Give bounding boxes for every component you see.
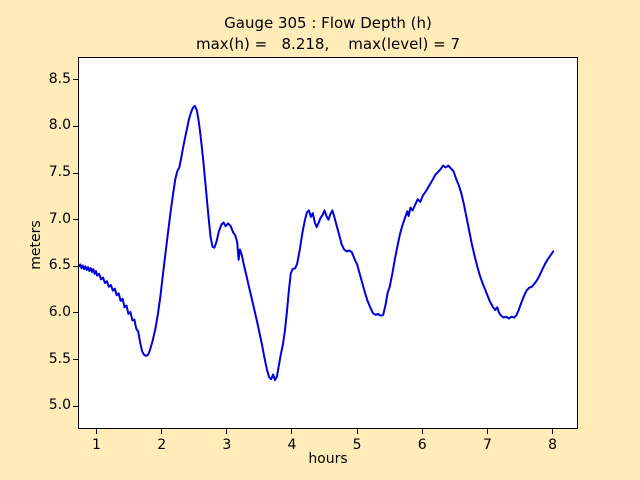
y-tick-label: 6.5 (48, 257, 71, 274)
x-tick-mark (226, 429, 228, 434)
y-tick-label: 6.0 (48, 303, 71, 320)
y-tick-mark (73, 79, 78, 81)
y-tick-mark (73, 125, 78, 127)
x-axis-label: hours (308, 451, 348, 467)
x-tick-mark (486, 429, 488, 434)
x-tick-label: 8 (548, 437, 558, 453)
y-tick-label: 7.5 (48, 164, 71, 181)
x-tick-label: 6 (417, 437, 427, 453)
x-tick-mark (552, 429, 554, 434)
x-tick-label: 5 (352, 437, 362, 453)
y-tick-label: 5.5 (48, 350, 71, 367)
x-tick-label: 4 (287, 437, 297, 453)
y-tick-mark (73, 359, 78, 361)
chart-title-block: Gauge 305 : Flow Depth (h) max(h) = 8.21… (78, 14, 578, 53)
flow-depth-line-chart (79, 104, 555, 382)
x-tick-label: 3 (222, 437, 232, 453)
y-tick-label: 7.0 (48, 210, 71, 227)
y-tick-label: 8.5 (48, 70, 71, 87)
y-tick-mark (73, 312, 78, 314)
y-axis-label: meters (28, 220, 44, 270)
x-tick-mark (161, 429, 163, 434)
x-tick-mark (96, 429, 98, 434)
plot-area: 1 2 3 4 5 6 7 8 5.0 5.5 6.0 6.5 7.0 7.5 8.0 8.5 (49, 57, 578, 453)
x-tick-mark (421, 429, 423, 434)
y-tick-mark (73, 219, 78, 221)
y-tick-label: 5.0 (48, 397, 71, 414)
x-tick-mark (291, 429, 293, 434)
x-tick-label: 7 (482, 437, 492, 453)
chart-subtitle: max(h) = 8.218, max(level) = 7 (195, 35, 461, 53)
chart-title: Gauge 305 : Flow Depth (h) (224, 14, 432, 32)
y-tick-mark (73, 172, 78, 174)
flow-line (79, 104, 555, 382)
x-tick-label: 1 (92, 437, 101, 453)
y-tick-mark (73, 405, 78, 407)
y-tick-label: 8.0 (48, 117, 71, 134)
x-tick-label: 2 (157, 437, 167, 453)
y-tick-mark (73, 265, 78, 267)
x-tick-mark (356, 429, 358, 434)
